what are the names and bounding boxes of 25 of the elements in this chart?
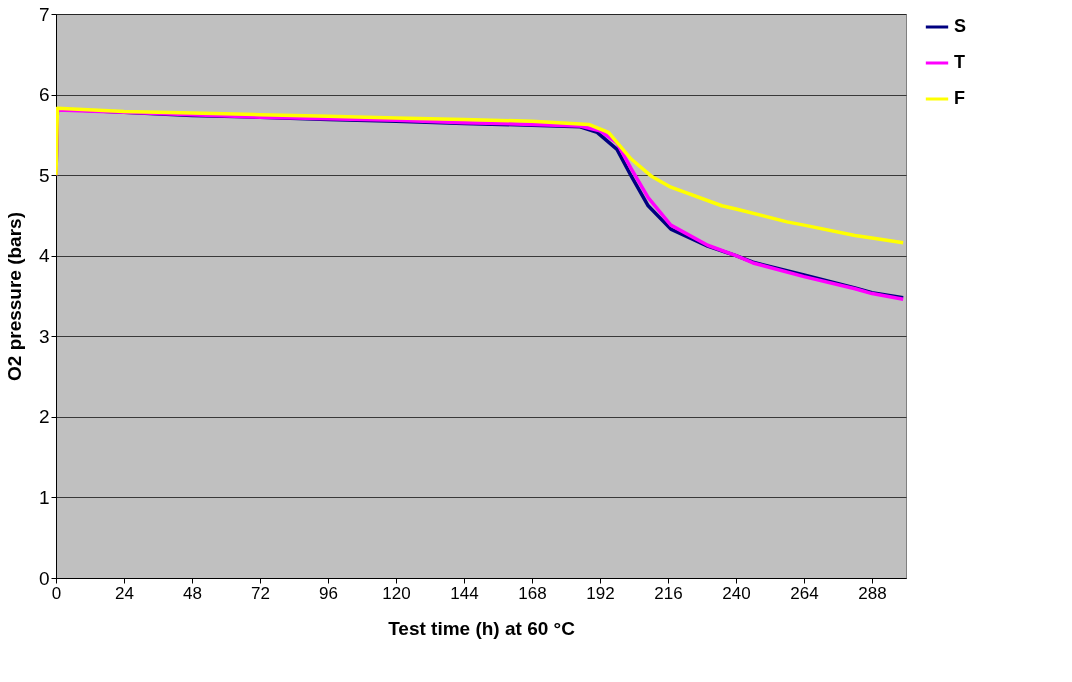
x-tick-label: 216 bbox=[654, 583, 683, 603]
x-tick-label: 288 bbox=[858, 583, 887, 603]
x-tick-label: 144 bbox=[450, 583, 479, 603]
y-tick-label: 5 bbox=[38, 164, 50, 186]
y-tick-label: 7 bbox=[38, 3, 50, 25]
y-tick-label: 0 bbox=[38, 567, 50, 589]
legend-label: T bbox=[954, 52, 965, 72]
x-tick-label: 264 bbox=[790, 583, 819, 603]
y-tick-label: 6 bbox=[38, 84, 50, 106]
x-tick-label: 48 bbox=[183, 583, 202, 603]
x-tick-label: 120 bbox=[382, 583, 411, 603]
legend-label: F bbox=[954, 88, 965, 108]
x-tick-label: 240 bbox=[722, 583, 751, 603]
y-axis-title: O2 pressure (bars) bbox=[3, 212, 25, 381]
x-tick-label: 168 bbox=[518, 583, 547, 603]
x-tick-label: 96 bbox=[319, 583, 338, 603]
y-tick-label: 1 bbox=[38, 486, 50, 508]
y-tick-label: 3 bbox=[38, 325, 50, 347]
x-tick-label: 72 bbox=[251, 583, 270, 603]
x-tick-label: 192 bbox=[586, 583, 615, 603]
y-tick-label: 2 bbox=[38, 406, 50, 428]
x-axis-title: Test time (h) at 60 °C bbox=[388, 617, 576, 639]
y-tick-label: 4 bbox=[38, 245, 50, 267]
x-tick-label: 24 bbox=[115, 583, 134, 603]
legend-label: S bbox=[954, 16, 967, 36]
